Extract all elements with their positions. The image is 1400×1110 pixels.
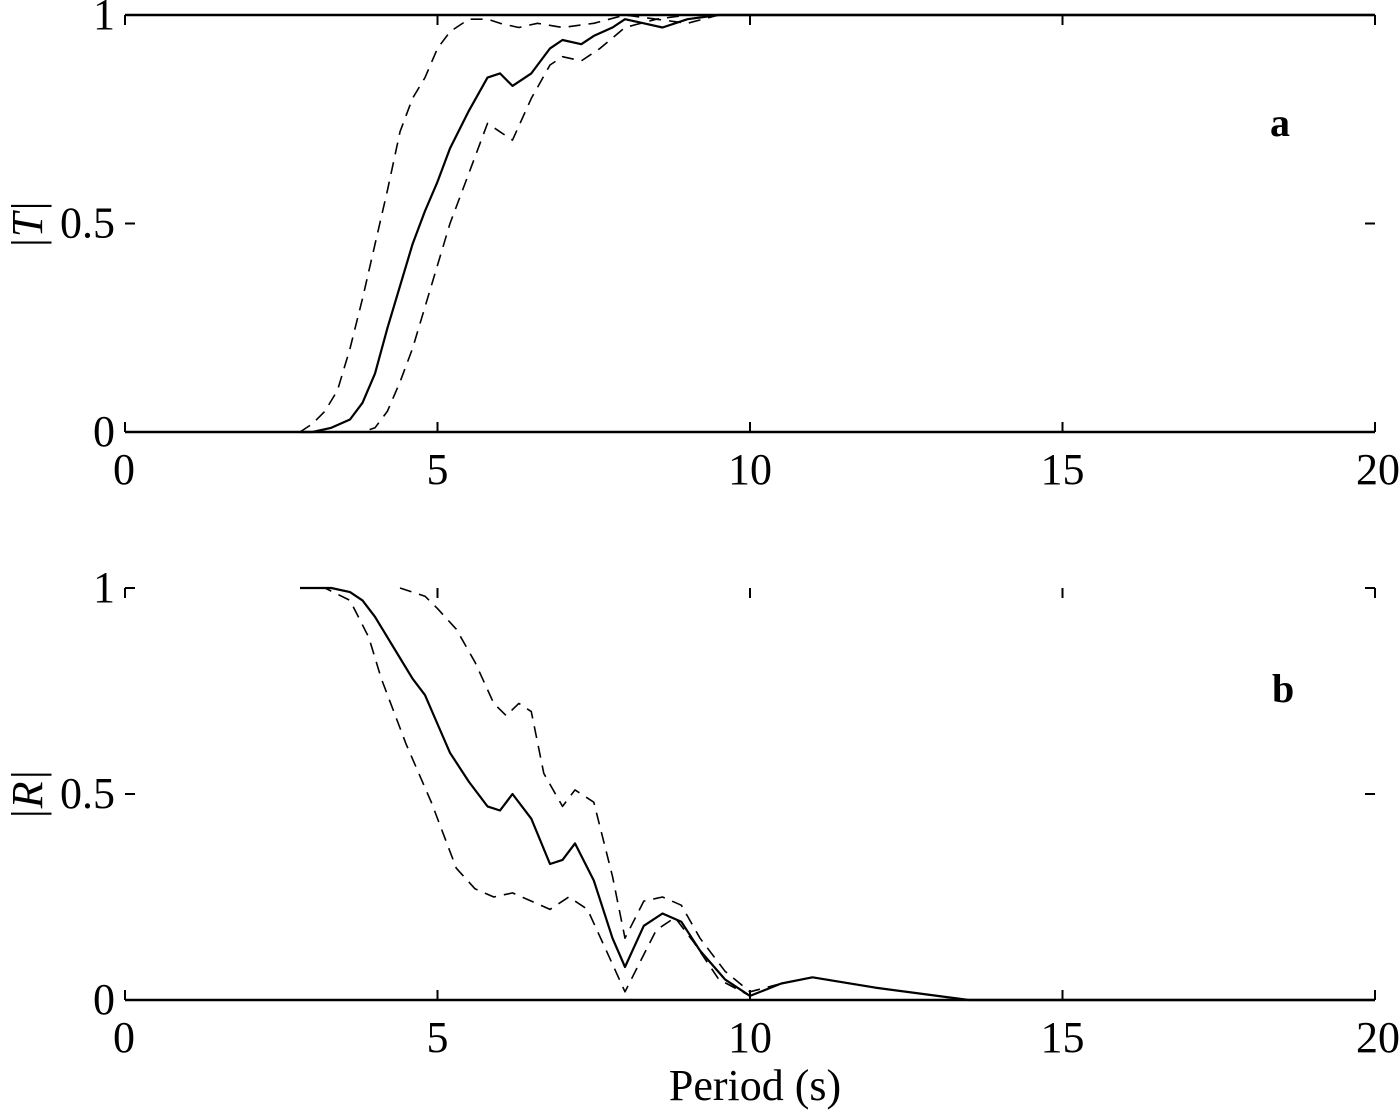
panel-a-x-tick-label: 5	[427, 445, 449, 494]
panel-a-y-tick-label: 0	[93, 407, 115, 456]
panel-b-y-axis-label: |R|	[3, 769, 52, 820]
panel-b: 0 5 10 15 20 00.51 b |R| Period (s)	[3, 563, 1400, 1110]
panel-b-y-tick-label: 0	[93, 975, 115, 1024]
panel-a-y-axis-label: |T|	[3, 201, 52, 250]
x-axis-label: Period (s)	[669, 1061, 841, 1110]
panel-b-series-2-dashed-line	[300, 587, 1375, 1001]
panel-a-y-tick-label: 1	[93, 0, 115, 39]
panel-a-series-0-solid-line	[300, 13, 1375, 434]
panel-b-x-tick-label: 20	[1356, 1013, 1400, 1062]
panel-a-axes	[125, 13, 1375, 434]
panel-a-x-tick-label: 0	[113, 445, 135, 494]
panel-b-y-tick-label: 0.5	[60, 769, 115, 818]
panel-b-series-1-dashed-line	[399, 587, 1375, 1001]
panel-a-label: a	[1270, 100, 1290, 145]
panel-a-y-tick-label: 0.5	[60, 199, 115, 248]
panel-b-series	[300, 586, 1375, 1002]
panel-b-x-tick-label: 5	[427, 1013, 449, 1062]
panel-a-series-1-dashed-line	[299, 14, 1375, 433]
panel-a-x-tick-label: 15	[1041, 445, 1085, 494]
panel-b-x-tick-label: 0	[113, 1013, 135, 1062]
panel-a-x-tick-label: 20	[1356, 445, 1400, 494]
panel-a-y-ticks: 00.51	[60, 0, 1375, 456]
panel-b-x-ticks: 0 5 10 15 20	[113, 588, 1400, 1062]
panel-a: 0 5 10 15 20 00.51 a |T|	[3, 0, 1400, 494]
panel-b-x-tick-label: 15	[1041, 1013, 1085, 1062]
panel-b-x-tick-label: 10	[728, 1013, 772, 1062]
panel-a-x-ticks: 0 5 10 15 20	[113, 15, 1400, 494]
panel-b-label: b	[1272, 666, 1294, 711]
panel-a-x-tick-label: 10	[728, 445, 772, 494]
panel-a-series	[299, 13, 1375, 434]
panel-b-y-tick-label: 1	[93, 563, 115, 612]
panel-b-series-0-solid-line	[300, 586, 1375, 1002]
panel-b-y-ticks: 00.51	[60, 563, 1375, 1024]
